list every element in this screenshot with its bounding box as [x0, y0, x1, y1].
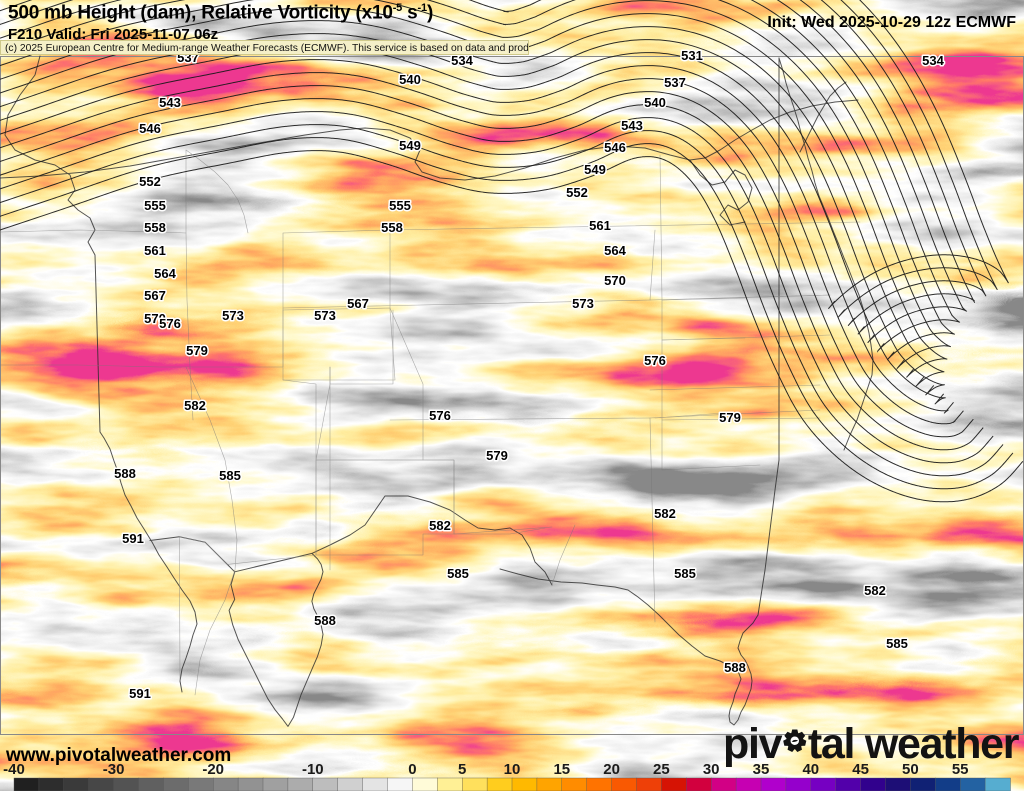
- svg-text:585: 585: [886, 636, 908, 651]
- svg-text:534: 534: [451, 53, 473, 68]
- svg-text:20: 20: [603, 761, 620, 778]
- svg-text:552: 552: [139, 174, 161, 189]
- svg-text:5: 5: [458, 761, 466, 778]
- svg-text:576: 576: [159, 316, 181, 331]
- svg-text:585: 585: [219, 468, 241, 483]
- svg-text:579: 579: [719, 410, 741, 425]
- svg-text:588: 588: [314, 613, 336, 628]
- svg-text:573: 573: [222, 308, 244, 323]
- svg-text:555: 555: [144, 198, 166, 213]
- svg-text:549: 549: [584, 162, 606, 177]
- svg-text:540: 540: [399, 72, 421, 87]
- svg-text:10: 10: [504, 761, 521, 778]
- svg-text:579: 579: [486, 448, 508, 463]
- svg-text:588: 588: [724, 660, 746, 675]
- svg-text:585: 585: [674, 566, 696, 581]
- svg-text:582: 582: [429, 518, 451, 533]
- svg-text:546: 546: [604, 140, 626, 155]
- svg-text:549: 549: [399, 138, 421, 153]
- svg-text:543: 543: [621, 118, 643, 133]
- svg-text:585: 585: [447, 566, 469, 581]
- svg-text:0: 0: [408, 761, 416, 778]
- svg-text:552: 552: [566, 185, 588, 200]
- svg-text:591: 591: [122, 531, 144, 546]
- svg-text:543: 543: [159, 95, 181, 110]
- svg-text:588: 588: [114, 466, 136, 481]
- svg-text:564: 564: [604, 243, 626, 258]
- svg-text:576: 576: [429, 408, 451, 423]
- svg-text:534: 534: [922, 53, 944, 68]
- svg-text:555: 555: [389, 198, 411, 213]
- svg-text:582: 582: [654, 506, 676, 521]
- svg-text:573: 573: [572, 296, 594, 311]
- svg-text:558: 558: [381, 220, 403, 235]
- svg-text:567: 567: [347, 296, 369, 311]
- svg-text:-10: -10: [302, 761, 324, 778]
- svg-text:558: 558: [144, 220, 166, 235]
- svg-text:591: 591: [129, 686, 151, 701]
- svg-text:15: 15: [553, 761, 570, 778]
- svg-text:567: 567: [144, 288, 166, 303]
- svg-text:573: 573: [314, 308, 336, 323]
- svg-text:561: 561: [144, 243, 166, 258]
- svg-text:531: 531: [681, 48, 703, 63]
- svg-text:540: 540: [644, 95, 666, 110]
- svg-text:576: 576: [644, 353, 666, 368]
- svg-text:537: 537: [664, 75, 686, 90]
- svg-text:30: 30: [703, 761, 720, 778]
- svg-text:546: 546: [139, 121, 161, 136]
- svg-text:582: 582: [184, 398, 206, 413]
- svg-text:582: 582: [864, 583, 886, 598]
- svg-text:564: 564: [154, 266, 176, 281]
- svg-text:561: 561: [589, 218, 611, 233]
- svg-text:579: 579: [186, 343, 208, 358]
- svg-text:570: 570: [604, 273, 626, 288]
- svg-text:25: 25: [653, 761, 670, 778]
